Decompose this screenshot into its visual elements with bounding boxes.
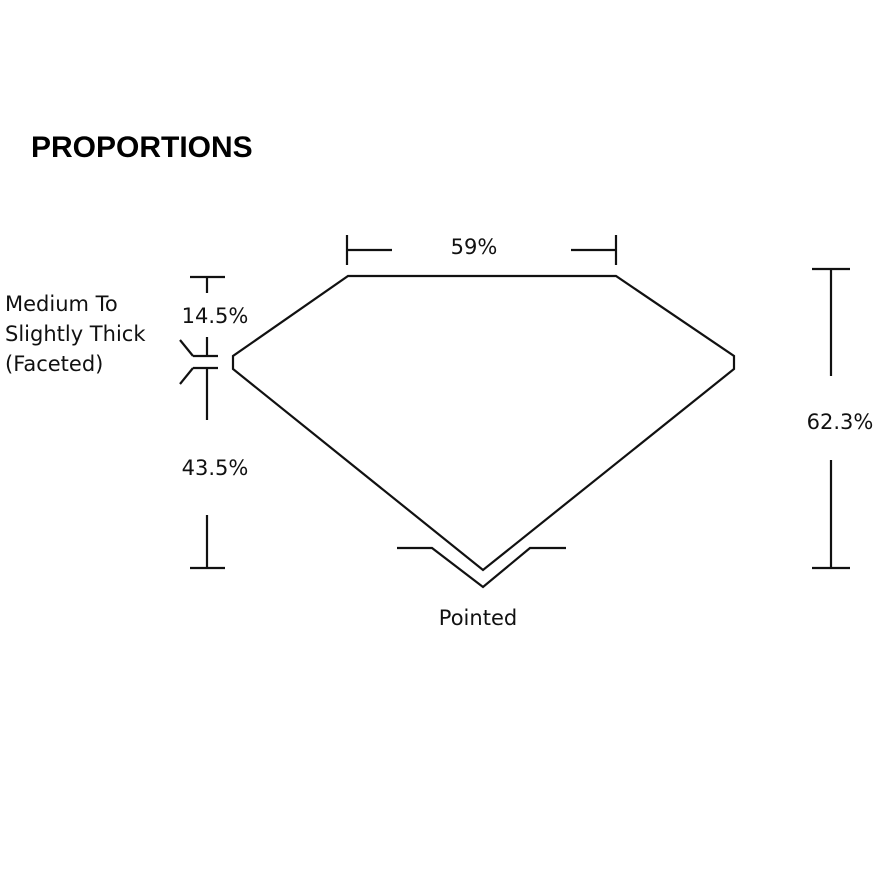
pavilion-dimension: 43.5% xyxy=(179,366,249,570)
culet-label: Pointed xyxy=(439,606,517,630)
diamond-outline xyxy=(231,274,736,572)
crown-label: 14.5% xyxy=(182,304,249,328)
page-title: PROPORTIONS xyxy=(31,131,253,164)
depth-label: 62.3% xyxy=(807,410,874,434)
crown-dimension: 14.5% xyxy=(179,275,249,358)
girdle-label: Medium To Slightly Thick (Faceted) xyxy=(5,292,146,376)
depth-dimension: 62.3% xyxy=(807,267,874,570)
culet-marker: Pointed xyxy=(397,546,566,630)
pavilion-label: 43.5% xyxy=(182,456,249,480)
svg-text:Slightly Thick: Slightly Thick xyxy=(5,322,146,346)
table-label: 59% xyxy=(451,235,498,259)
svg-text:(Faceted): (Faceted) xyxy=(5,352,103,376)
table-dimension: 59% xyxy=(345,235,618,265)
svg-text:Medium To: Medium To xyxy=(5,292,118,316)
